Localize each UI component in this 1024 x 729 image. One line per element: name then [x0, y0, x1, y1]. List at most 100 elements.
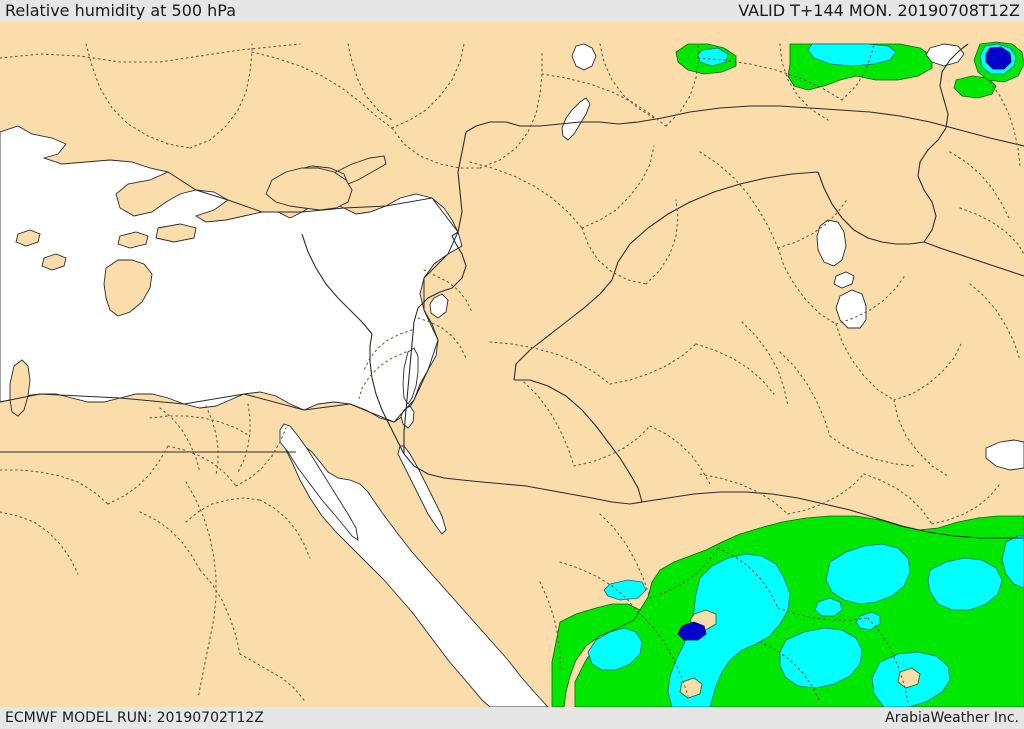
- subborder-turkey-2: [85, 43, 191, 149]
- lake-habbaniyah: [833, 271, 855, 289]
- humidity-hole-south-3: [679, 677, 703, 699]
- subborder-saudi-3: [695, 343, 775, 395]
- subborder-iraq-8: [779, 351, 831, 437]
- subborder-saudi-16: [559, 561, 639, 613]
- subnational-borders: [0, 43, 1024, 703]
- water-bodies: [0, 43, 1024, 707]
- border-iraq-iran-south: [923, 241, 1024, 277]
- subborder-egypt-6: [199, 569, 241, 655]
- subborder-egypt-3: [167, 445, 237, 487]
- border-turkey-syria-west: [457, 131, 467, 233]
- mediterranean-sea: [0, 125, 463, 423]
- gulf-of-suez: [279, 423, 359, 541]
- turkey-south-coast: [167, 171, 459, 233]
- humidity-band-cyan-south-main: [667, 553, 791, 707]
- lake-tuz: [561, 97, 591, 141]
- subborder-saudi-12: [699, 473, 789, 515]
- subborder-saudi-15: [931, 483, 1001, 525]
- subborder-turkey-6: [391, 127, 481, 169]
- humidity-band-cyan-small-1: [814, 597, 843, 617]
- humidity-blob-blue-corner: [985, 46, 1012, 70]
- subborder-turkey-1: [0, 43, 301, 63]
- border-jordan-palestine: [403, 287, 453, 454]
- humidity-core-blue-south: [677, 621, 707, 641]
- subborder-saudi-11: [867, 617, 909, 703]
- subborder-saudi-8: [649, 547, 719, 599]
- subborder-levant-3: [357, 351, 407, 403]
- subborder-saudi-6: [649, 425, 711, 485]
- border-iraq-saudi-north: [817, 171, 925, 245]
- border-lebanon-syria: [451, 231, 467, 289]
- subborder-saudi-13: [787, 473, 865, 515]
- border-sinai-suez: [301, 233, 373, 335]
- subborder-egypt-5: [139, 511, 201, 571]
- lake-van: [925, 43, 965, 67]
- footer-bar: ECMWF MODEL RUN: 20190702T12Z ArabiaWeat…: [0, 707, 1024, 729]
- valid-time-label: VALID T+144 MON. 20190708T12Z: [738, 1, 1020, 20]
- map-svg: [0, 22, 1024, 707]
- subborder-egypt-1: [0, 469, 109, 505]
- subborder-saudi-1: [489, 341, 611, 385]
- island-small-aegean-4: [155, 223, 197, 243]
- subborder-iraq-5: [835, 323, 895, 401]
- model-run-label: ECMWF MODEL RUN: 20190702T12Z: [5, 710, 264, 726]
- subborder-turkey-3: [189, 43, 253, 149]
- subborder-egypt-delta-2: [205, 405, 219, 477]
- subborder-turkey-10: [697, 57, 843, 101]
- map-canvas[interactable]: [0, 22, 1024, 707]
- island-small-aegean-2: [41, 253, 67, 271]
- subborder-iraq-3: [777, 247, 837, 325]
- humidity-band-cyan-north-2: [807, 43, 897, 67]
- subborder-iraq-4: [835, 273, 907, 325]
- levant-coast: [393, 231, 459, 423]
- subborder-iraq-6: [893, 341, 963, 401]
- subborder-levant-1: [423, 269, 473, 313]
- border-iraq-iran: [917, 43, 969, 243]
- island-cyprus-main: [265, 167, 353, 211]
- subborder-iraq-1: [699, 151, 779, 249]
- island-small-aegean-1: [15, 229, 41, 247]
- subborder-iraq-7: [893, 399, 949, 477]
- subborder-saudi-9: [717, 547, 779, 609]
- subborder-turkey-8: [541, 73, 667, 127]
- subborder-turkey-9: [665, 43, 699, 127]
- subborder-syria-4: [645, 199, 679, 285]
- subborder-saudi-5: [573, 425, 651, 467]
- border-syria-iraq-jordan: [513, 279, 613, 381]
- humidity-band-cyan-southwest-lobe: [587, 627, 643, 671]
- island-small-aegean-3: [117, 231, 149, 249]
- humidity-band-cyan-east-2: [927, 557, 1003, 611]
- dead-sea-south: [400, 405, 415, 429]
- subborder-turkey-12: [779, 43, 829, 121]
- gulf-of-aqaba: [397, 445, 447, 535]
- subborder-turkey-13: [599, 43, 655, 119]
- border-syria-east: [611, 171, 819, 281]
- island-karpathos: [9, 359, 31, 417]
- subborder-saudi-17: [637, 611, 689, 697]
- subborder-iran-3: [969, 283, 1021, 361]
- border-jordan-saudi: [403, 379, 643, 505]
- egypt-north-coast: [0, 393, 395, 423]
- border-saudi-iraq: [641, 491, 1024, 539]
- subborder-saudi-14: [863, 473, 933, 525]
- national-borders: [0, 43, 1024, 539]
- subborder-iran-2: [959, 207, 1024, 255]
- humidity-band-cyan-west-small: [603, 579, 647, 601]
- island-rhodes: [103, 259, 153, 317]
- red-sea: [285, 443, 549, 707]
- lake-tharthar: [816, 219, 847, 267]
- subborder-iraq-10: [741, 321, 789, 407]
- subborder-iraq-2: [777, 197, 849, 249]
- persian-gulf: [985, 439, 1024, 471]
- subborder-egypt-2: [107, 445, 169, 505]
- humidity-band-green-north-3: [953, 75, 997, 99]
- subborder-egypt-delta-3: [237, 403, 251, 473]
- subborder-egypt-nile: [185, 481, 217, 699]
- humidity-band-cyan-south-lower: [779, 627, 863, 689]
- sea-of-galilee: [429, 293, 449, 319]
- humidity-band-cyan-far-east: [1001, 535, 1024, 589]
- subborder-saudi-19: [539, 581, 561, 673]
- lake-razzaza: [835, 289, 867, 329]
- subborder-syria-2: [581, 145, 655, 229]
